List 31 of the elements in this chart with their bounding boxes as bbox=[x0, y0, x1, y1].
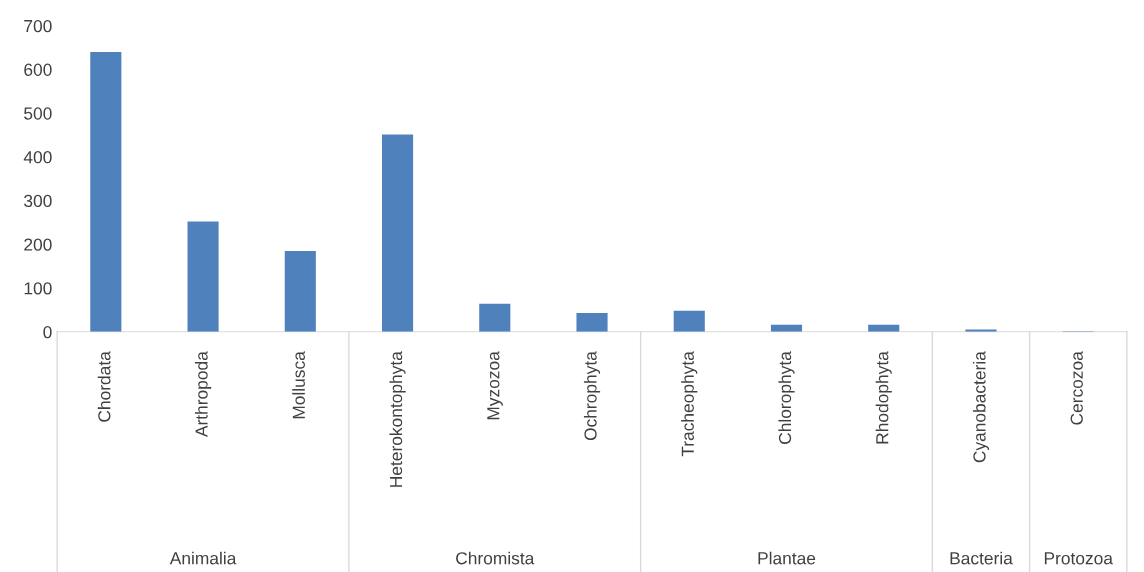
x-tick-label: Arthropoda bbox=[194, 351, 212, 438]
x-tick-label: Mollusca bbox=[292, 351, 305, 419]
text: Chromista bbox=[456, 551, 535, 565]
bar bbox=[381, 134, 414, 332]
bar bbox=[187, 221, 219, 332]
x-tick-label: Cyanobacteria bbox=[972, 351, 990, 463]
y-tick-label: 0 bbox=[43, 325, 52, 339]
x-tick-label: Ochrophyta bbox=[583, 351, 601, 441]
text: Plantae bbox=[758, 551, 816, 565]
x-tick-label: Myzozoa bbox=[487, 351, 503, 420]
y-tick-label: 500 bbox=[24, 107, 52, 120]
bar bbox=[576, 312, 608, 332]
x-tick-label: Rhodophyta bbox=[875, 351, 892, 444]
y-tick-label: 300 bbox=[24, 194, 52, 208]
y-tick-label: 600 bbox=[24, 63, 52, 76]
text: Bacteria bbox=[950, 551, 1013, 565]
bar bbox=[673, 310, 705, 332]
y-tick-label: 400 bbox=[23, 151, 52, 164]
text: Protozoa bbox=[1044, 552, 1113, 565]
bar bbox=[479, 303, 511, 332]
text: Animalia bbox=[169, 551, 237, 565]
x-tick-label: Chordata bbox=[97, 351, 111, 422]
y-tick-label: 700 bbox=[24, 19, 52, 33]
x-tick-label: Chlorophyta bbox=[778, 351, 795, 444]
x-tick-label: Tracheophyta bbox=[681, 351, 698, 457]
x-tick-label: Cercozoa bbox=[1070, 351, 1083, 425]
y-tick-label: 200 bbox=[24, 238, 52, 251]
bar bbox=[90, 51, 122, 332]
y-tick-label: 100 bbox=[24, 282, 52, 295]
bar bbox=[284, 250, 316, 332]
x-tick-label: Heterokontophyta bbox=[389, 351, 406, 487]
